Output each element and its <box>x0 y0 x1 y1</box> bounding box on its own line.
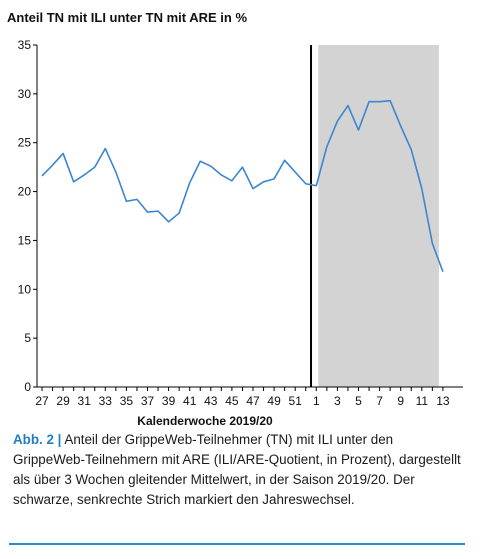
y-tick-label: 10 <box>18 282 32 296</box>
x-tick-label: 31 <box>78 394 92 408</box>
y-tick-label: 20 <box>18 185 32 199</box>
x-tick-label: 3 <box>334 394 341 408</box>
x-tick-label: 1 <box>313 394 320 408</box>
y-tick-label: 0 <box>24 380 31 394</box>
y-tick-label: 30 <box>18 87 32 101</box>
x-tick-label: 43 <box>204 394 218 408</box>
x-tick-label: 51 <box>289 394 303 408</box>
x-tick-label: 35 <box>120 394 134 408</box>
x-tick-label: 9 <box>397 394 404 408</box>
x-tick-label: 47 <box>246 394 260 408</box>
series-group <box>41 99 444 272</box>
x-axis-label: Kalenderwoche 2019/20 <box>137 414 273 428</box>
x-tick-label: 11 <box>416 394 429 408</box>
series-line <box>41 99 444 272</box>
shaded-region <box>318 45 439 387</box>
caption-rule <box>9 543 465 545</box>
x-tick-label: 33 <box>99 394 113 408</box>
x-tick-label: 41 <box>183 394 197 408</box>
figure-caption-text: Anteil der GrippeWeb-Teilnehmer (TN) mit… <box>13 432 461 507</box>
chart-title: Anteil TN mit ILI unter TN mit ARE in % <box>7 10 247 25</box>
x-axis-ticks: 27 29 31 33 35 37 39 41 43 45 47 49 51 1 3 5 7 9 11 13 <box>35 387 450 408</box>
y-tick-label: 25 <box>18 136 32 150</box>
y-axis-ticks: 0 5 10 15 20 25 30 35 <box>18 38 37 394</box>
x-tick-label: 7 <box>376 394 383 408</box>
x-tick-label: 45 <box>225 394 239 408</box>
y-tick-label: 35 <box>18 38 32 52</box>
axes <box>36 45 463 388</box>
y-tick-label: 15 <box>18 233 32 247</box>
x-tick-label: 5 <box>355 394 362 408</box>
line-chart: Anteil TN mit ILI unter TN mit ARE in % … <box>7 10 463 428</box>
y-tick-label: 5 <box>24 331 31 345</box>
x-tick-label: 13 <box>436 394 450 408</box>
x-tick-label: 37 <box>141 394 155 408</box>
x-tick-label: 27 <box>35 394 49 408</box>
x-tick-label: 39 <box>162 394 176 408</box>
figure-caption: Abb. 2 | Anteil der GrippeWeb-Teilnehmer… <box>13 430 463 510</box>
x-tick-label: 29 <box>56 394 70 408</box>
figure-label: Abb. 2 <box>13 432 54 447</box>
x-tick-label: 49 <box>267 394 281 408</box>
figure-separator: | <box>57 432 62 447</box>
